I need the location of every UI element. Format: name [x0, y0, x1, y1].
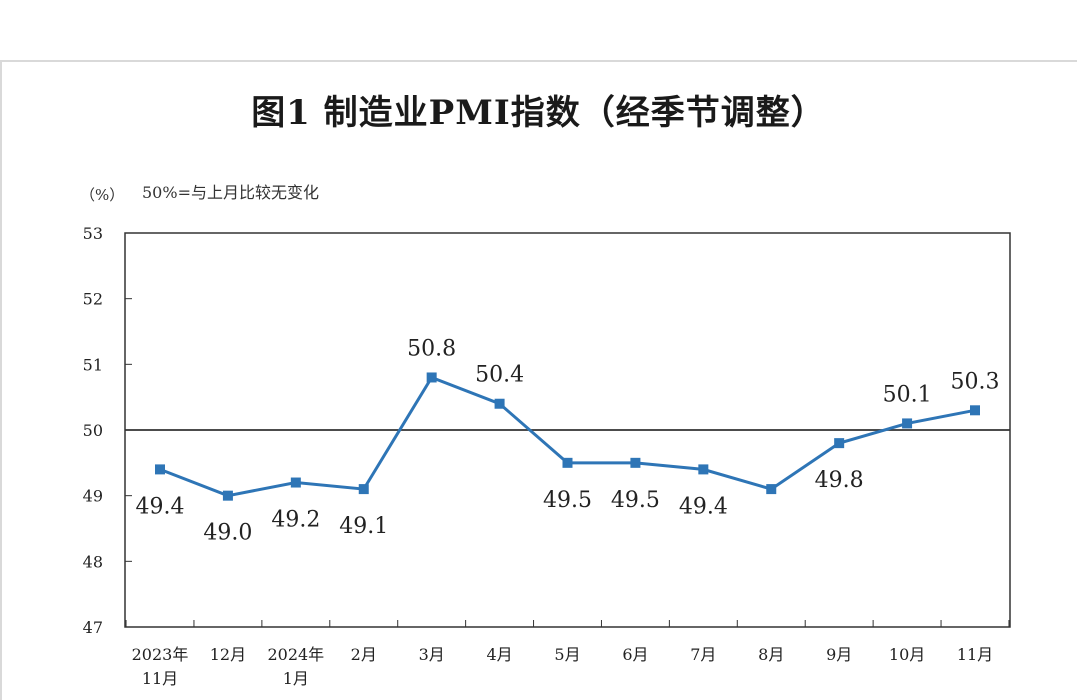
y-tick-label: 52 — [83, 290, 103, 309]
data-point-marker — [902, 418, 913, 429]
x-tick-label: 12月 — [210, 645, 246, 664]
y-tick-label: 47 — [83, 618, 103, 637]
x-tick-label: 3月 — [419, 645, 445, 664]
y-tick-label: 51 — [83, 355, 103, 374]
data-point-marker — [155, 464, 165, 475]
x-tick-label: 2024年 — [267, 645, 324, 664]
data-label: 50.8 — [407, 336, 456, 361]
x-tick-label: 11月 — [142, 669, 178, 688]
data-label: 49.8 — [815, 468, 864, 493]
x-tick-label: 2月 — [351, 645, 377, 664]
chart-frame — [0, 60, 1077, 700]
x-tick-label: 1月 — [283, 669, 309, 688]
data-point-marker — [290, 477, 301, 488]
reference-note: 50%=与上月比较无变化 — [142, 183, 319, 202]
data-point-marker — [562, 457, 573, 468]
data-label: 49.2 — [271, 508, 320, 533]
data-point-marker — [494, 398, 505, 409]
x-tick-label: 6月 — [622, 645, 648, 664]
data-label: 49.0 — [203, 521, 252, 546]
x-tick-label: 2023年 — [132, 645, 189, 664]
data-point-marker — [222, 490, 233, 501]
data-label: 50.4 — [475, 363, 524, 388]
x-tick-label: 11月 — [957, 645, 993, 664]
y-tick-label: 50 — [83, 421, 103, 440]
x-tick-label: 8月 — [758, 645, 784, 664]
data-point-marker — [834, 438, 845, 449]
data-label: 49.4 — [679, 494, 728, 519]
data-point-marker — [630, 457, 641, 468]
unit-label: （%） — [80, 186, 124, 204]
x-tick-label: 7月 — [690, 645, 716, 664]
data-label: 49.4 — [136, 494, 185, 519]
x-tick-label: 4月 — [486, 645, 512, 664]
x-tick-label: 5月 — [554, 645, 580, 664]
data-label: 50.3 — [951, 369, 1000, 394]
data-label: 49.5 — [543, 488, 592, 513]
y-tick-label: 48 — [83, 552, 103, 571]
data-point-marker — [970, 405, 980, 416]
data-label: 50.1 — [883, 382, 932, 407]
x-tick-label: 9月 — [826, 645, 852, 664]
y-tick-label: 49 — [83, 487, 103, 506]
y-tick-label: 53 — [83, 224, 103, 243]
data-point-marker — [426, 372, 437, 383]
data-point-marker — [766, 484, 777, 495]
data-label: 49.5 — [611, 488, 660, 513]
data-label: 49.1 — [339, 514, 388, 539]
data-point-marker — [358, 484, 369, 495]
data-point-marker — [698, 464, 709, 475]
x-tick-label: 10月 — [889, 645, 925, 664]
chart-title: 图1 制造业PMI指数（经季节调整） — [251, 93, 826, 133]
